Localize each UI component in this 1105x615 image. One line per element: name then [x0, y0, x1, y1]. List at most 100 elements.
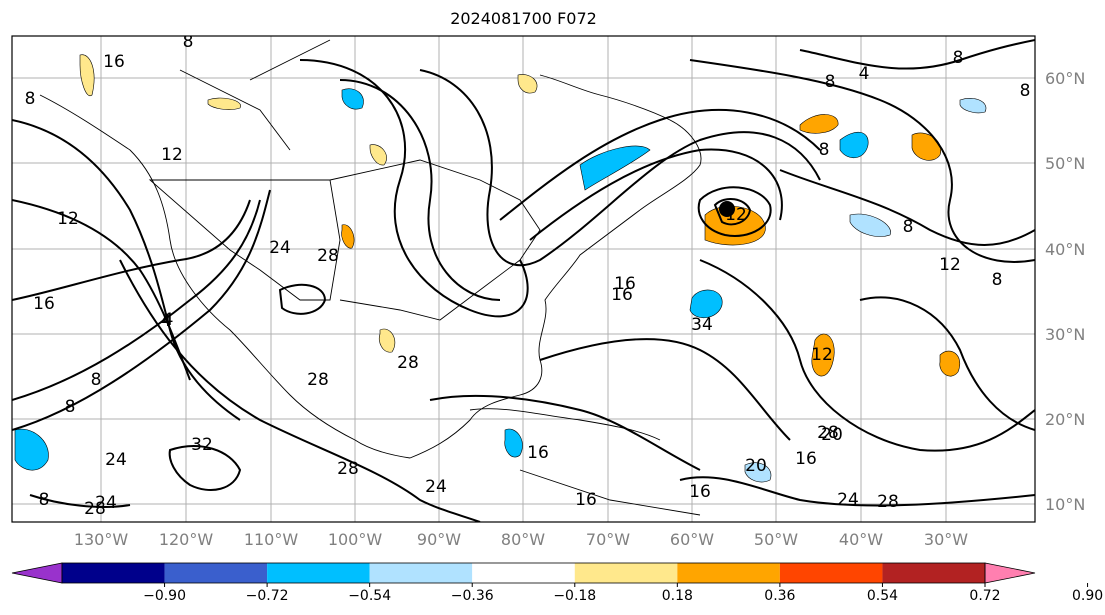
colorbar: −0.90 −0.72 −0.54 −0.36 −0.18 0.18 0.36 0.54 0.7…	[11, 562, 1103, 604]
colorbar-extend-low	[11, 562, 63, 584]
colorbar-tick-label: −0.36	[451, 588, 494, 604]
contour-label: 24	[105, 450, 127, 470]
latitude-label: 20°N	[1045, 410, 1085, 429]
map-title: 2024081700 F072	[450, 9, 597, 28]
anomaly-patch	[369, 144, 387, 166]
contour-lines	[12, 39, 1035, 522]
contour-label: 8	[65, 397, 76, 417]
contour-label: 24	[837, 490, 859, 510]
contour-label: 24	[425, 477, 447, 497]
contour-label: 8	[903, 217, 914, 237]
contour-label: 16	[795, 449, 817, 469]
colorbar-segment	[62, 563, 165, 583]
colorbar-outline	[61, 562, 986, 584]
contour-label: 28	[84, 499, 106, 519]
contour-label: 8	[953, 48, 964, 68]
latitude-label: 50°N	[1045, 154, 1085, 173]
contour-label: 24	[269, 238, 291, 258]
longitude-label: 60°W	[670, 530, 714, 549]
contour-label: 8	[825, 72, 836, 92]
contour-label: 16	[611, 285, 633, 305]
anomaly-patch	[79, 54, 95, 97]
anomaly-patch	[378, 328, 396, 353]
contour-label: 28	[337, 459, 359, 479]
anomaly-patch	[517, 74, 538, 94]
colorbar-segment	[472, 563, 575, 583]
map-frame	[11, 35, 1036, 523]
contour-label: 34	[691, 315, 713, 335]
contour-label: 16	[614, 274, 636, 294]
colorbar-segment	[779, 563, 883, 583]
contour-label: 8	[819, 140, 830, 160]
latitude-labels: 60°N 50°N 40°N 30°N 20°N 10°N	[1045, 69, 1085, 514]
longitude-label: 30°W	[924, 530, 968, 549]
anomaly-patch	[341, 88, 364, 110]
contour-label: 32	[191, 435, 213, 455]
longitude-label: 80°W	[501, 530, 545, 549]
anomaly-patch	[799, 114, 839, 134]
latitude-label: 30°N	[1045, 325, 1085, 344]
contour-label: 12	[725, 205, 747, 225]
longitude-label: 130°W	[74, 530, 129, 549]
colorbar-tick-label: −0.54	[348, 588, 391, 604]
colorbar-extend-high	[984, 562, 1036, 584]
colorbar-tick-label: 0.90	[1072, 588, 1103, 604]
longitude-label: 120°W	[159, 530, 214, 549]
longitude-labels: 130°W 120°W 110°W 100°W 90°W 80°W 70°W 60°W 50°W…	[74, 530, 968, 549]
latitude-label: 10°N	[1045, 495, 1085, 514]
anomaly-patch	[14, 428, 49, 471]
colorbar-tick-label: −0.18	[553, 588, 596, 604]
colorbar-segment	[574, 563, 678, 583]
anomaly-patch	[849, 213, 891, 237]
map-area: 1688481281216488121628242888812128161632…	[12, 32, 1035, 522]
longitude-label: 100°W	[328, 530, 383, 549]
anomaly-patch	[689, 289, 723, 318]
colorbar-segment	[164, 563, 268, 583]
contour-label: 16	[33, 294, 55, 314]
contour-label: 16	[103, 52, 125, 72]
anomaly-patch	[959, 98, 987, 114]
colorbar-tick-label: 0.54	[867, 588, 898, 604]
anomaly-patch	[811, 333, 835, 377]
contour-label: 28	[307, 370, 329, 390]
contour-label: 28	[877, 492, 899, 512]
contour-label: 8	[1020, 81, 1031, 101]
contour-label: 12	[811, 345, 833, 365]
contour-label-group: 1688481281216488121628242888812128161632…	[25, 32, 1031, 519]
anomaly-patch	[504, 428, 523, 458]
anomaly-patch	[579, 145, 651, 191]
colorbar-tick-label: −0.72	[246, 588, 289, 604]
contour-label: 12	[161, 145, 183, 165]
latitude-label: 60°N	[1045, 69, 1085, 88]
contour-label: 8	[39, 490, 50, 510]
contour-label: 20	[821, 425, 843, 445]
storm-center-marker	[719, 201, 735, 217]
anomaly-patch	[744, 462, 772, 483]
contour-label: 4	[161, 311, 172, 331]
contour-label: 8	[992, 270, 1003, 290]
contour-label: 16	[575, 490, 597, 510]
coastlines	[39, 39, 702, 516]
colorbar-segment	[267, 563, 370, 583]
anomaly-patch	[911, 132, 942, 161]
contour-label: 8	[25, 89, 36, 109]
colorbar-tick-label: 0.72	[969, 588, 1000, 604]
graticule	[12, 36, 1035, 522]
contour-label: 4	[859, 64, 870, 84]
contour-label: 24	[95, 493, 117, 513]
anomaly-patch	[341, 224, 355, 249]
colorbar-tick-label: 0.18	[662, 588, 693, 604]
contour-label: 16	[689, 482, 711, 502]
anomaly-patch	[207, 97, 241, 110]
shaded-anomalies	[14, 54, 987, 483]
contour-label: 4	[163, 310, 174, 330]
colorbar-tick-label: −0.90	[143, 588, 186, 604]
contour-label: 8	[183, 32, 194, 52]
colorbar-tick-label: 0.36	[764, 588, 795, 604]
colorbar-segment	[369, 563, 473, 583]
contour-label: 28	[317, 246, 339, 266]
anomaly-patch	[939, 350, 960, 377]
colorbar-segment	[882, 563, 985, 583]
anomaly-patch	[839, 132, 869, 158]
